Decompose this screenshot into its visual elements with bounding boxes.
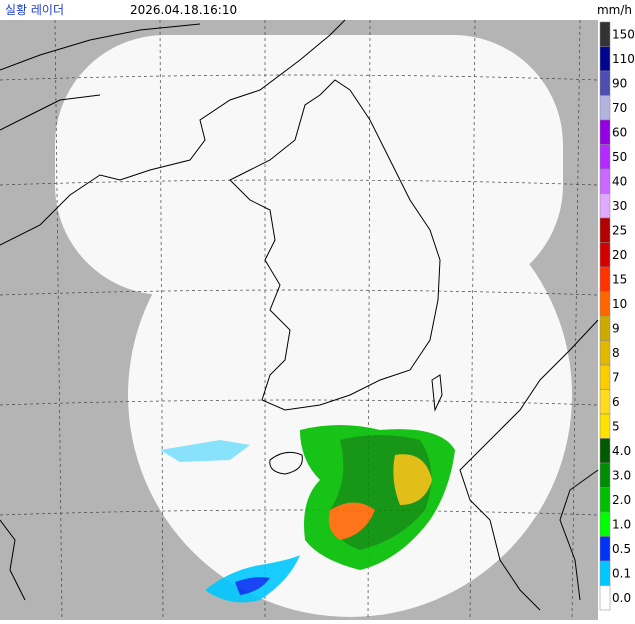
legend-label: 3.0 xyxy=(612,468,631,482)
legend-swatch xyxy=(599,438,611,464)
legend-swatch xyxy=(599,119,611,145)
precipitation xyxy=(160,425,455,603)
legend-label: 30 xyxy=(612,199,627,213)
legend-swatch xyxy=(599,266,611,292)
legend: 150 110 90 70 60 50 40 30 25 20 15 10 9 8 7 6 5 4.0 3.0 2.0… xyxy=(599,21,635,611)
legend-swatch xyxy=(599,193,611,219)
legend-swatch xyxy=(599,168,611,194)
timestamp: 2026.04.18.16:10 xyxy=(130,3,237,17)
legend-swatch xyxy=(599,340,611,366)
legend-swatch xyxy=(599,364,611,390)
legend-label: 20 xyxy=(612,248,627,262)
legend-label: 60 xyxy=(612,125,627,139)
legend-swatch xyxy=(599,487,611,513)
legend-swatch xyxy=(599,95,611,121)
legend-label: 40 xyxy=(612,174,627,188)
legend-label: 90 xyxy=(612,76,627,90)
legend-swatch xyxy=(599,242,611,268)
legend-label: 1.0 xyxy=(612,517,631,531)
legend-swatch xyxy=(599,217,611,243)
legend-label: 0.0 xyxy=(612,591,631,605)
legend-swatch xyxy=(599,536,611,562)
legend-swatch xyxy=(599,511,611,537)
legend-swatch xyxy=(599,413,611,439)
legend-label: 10 xyxy=(612,297,627,311)
legend-label: 0.5 xyxy=(612,542,631,556)
legend-label: 5 xyxy=(612,419,620,433)
legend-label: 70 xyxy=(612,101,627,115)
legend-label: 25 xyxy=(612,223,627,237)
legend-swatch xyxy=(599,462,611,488)
legend-label: 50 xyxy=(612,150,627,164)
legend-label: 9 xyxy=(612,321,620,335)
legend-swatch xyxy=(599,315,611,341)
legend-label: 110 xyxy=(612,52,635,66)
legend-label: 7 xyxy=(612,370,620,384)
legend-swatch xyxy=(599,585,611,611)
legend-swatch xyxy=(599,291,611,317)
legend-label: 0.1 xyxy=(612,566,631,580)
legend-swatch xyxy=(599,560,611,586)
legend-swatch xyxy=(599,389,611,415)
legend-label: 15 xyxy=(612,272,627,286)
legend-label: 4.0 xyxy=(612,444,631,458)
legend-swatch xyxy=(599,144,611,170)
legend-swatch xyxy=(599,70,611,96)
map xyxy=(0,19,599,621)
legend-label: 2.0 xyxy=(612,493,631,507)
unit: mm/h xyxy=(597,3,632,17)
legend-label: 8 xyxy=(612,346,620,360)
legend-label: 150 xyxy=(612,27,635,41)
legend-label: 6 xyxy=(612,395,620,409)
legend-swatch xyxy=(599,21,611,47)
coastline xyxy=(0,19,599,611)
title: 실황 레이더 xyxy=(5,3,64,17)
legend-swatch xyxy=(599,46,611,72)
grid xyxy=(0,19,599,621)
